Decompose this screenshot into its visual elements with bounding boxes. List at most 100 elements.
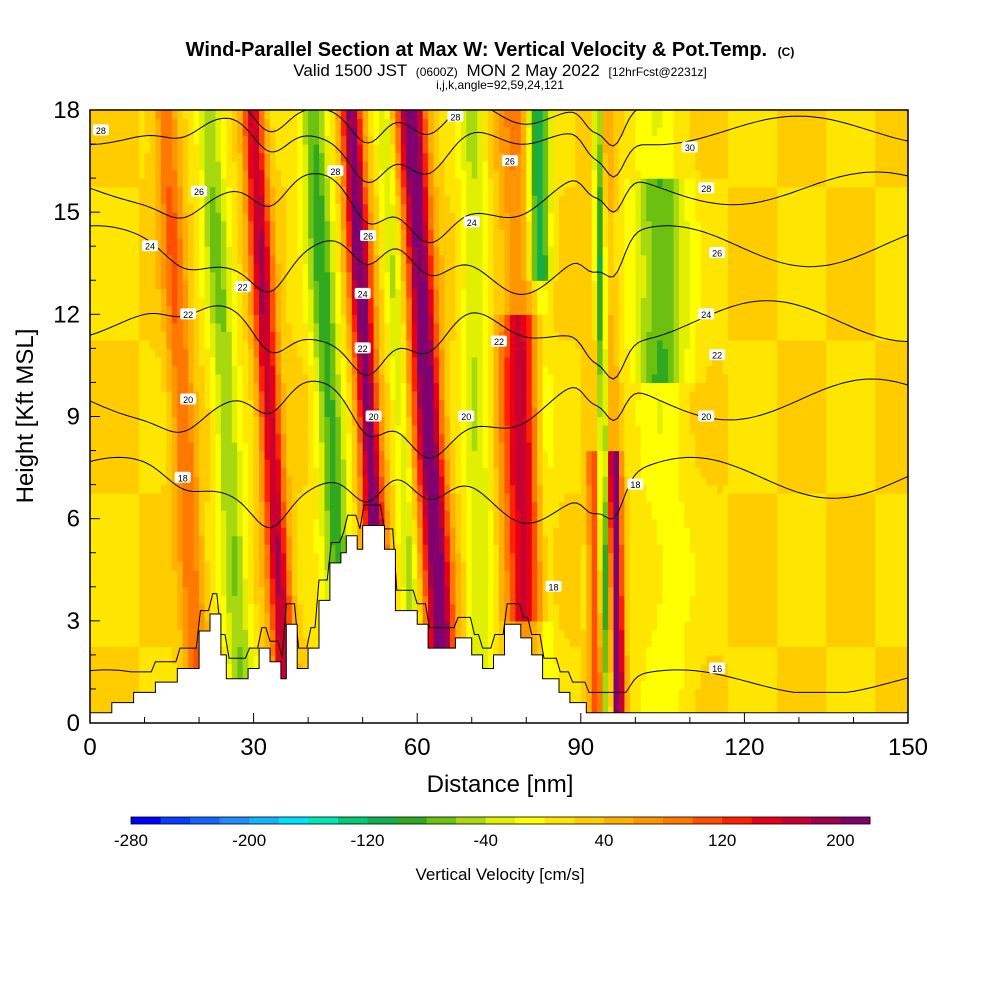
velocity-cell (411, 484, 418, 494)
velocity-cell (684, 450, 691, 460)
velocity-cell (346, 442, 353, 452)
velocity-cell (466, 518, 473, 528)
velocity-cell (815, 467, 822, 477)
velocity-cell (651, 680, 658, 690)
velocity-cell (264, 493, 271, 503)
velocity-cell (837, 527, 844, 537)
velocity-cell (422, 535, 429, 545)
velocity-cell (231, 527, 238, 537)
velocity-cell (308, 510, 315, 520)
velocity-cell (673, 688, 680, 699)
velocity-cell (695, 671, 702, 682)
velocity-cell (329, 493, 336, 503)
velocity-cell (302, 595, 309, 605)
velocity-cell (864, 450, 871, 460)
velocity-cell (248, 459, 255, 469)
velocity-cell (139, 450, 146, 460)
velocity-cell (460, 629, 467, 639)
velocity-cell (760, 654, 767, 664)
velocity-cell (848, 510, 855, 520)
velocity-cell (618, 476, 626, 486)
velocity-cell (302, 527, 309, 537)
velocity-cell (586, 535, 593, 545)
velocity-cell (286, 552, 293, 562)
velocity-cell (155, 544, 162, 554)
velocity-cell (220, 595, 227, 605)
velocity-cell (902, 654, 908, 664)
velocity-cell (853, 646, 860, 656)
velocity-cell (406, 501, 413, 511)
velocity-cell (466, 484, 473, 494)
velocity-cell (624, 493, 631, 503)
velocity-cell (815, 680, 822, 690)
velocity-cell (804, 586, 811, 596)
velocity-cell (111, 552, 118, 562)
velocity-cell (684, 501, 691, 511)
velocity-cell (449, 501, 456, 511)
velocity-cell (820, 578, 827, 588)
velocity-cell (259, 535, 266, 545)
velocity-cell (242, 671, 249, 682)
velocity-cell (837, 680, 844, 690)
velocity-cell (520, 450, 527, 460)
velocity-cell (777, 552, 784, 562)
velocity-cell (160, 663, 167, 673)
velocity-cell (869, 620, 876, 630)
velocity-cell (755, 637, 762, 647)
velocity-cell (608, 586, 615, 596)
velocity-cell (242, 459, 249, 469)
velocity-cell (564, 510, 571, 520)
velocity-cell (809, 705, 816, 716)
velocity-cell (520, 552, 527, 562)
velocity-cell (477, 620, 484, 630)
velocity-cell (477, 510, 484, 520)
velocity-cell (891, 680, 898, 690)
velocity-cell (558, 595, 566, 605)
velocity-cell (248, 544, 255, 554)
velocity-cell (640, 561, 647, 571)
velocity-cell (668, 561, 675, 571)
velocity-cell (678, 569, 686, 579)
velocity-cell (515, 518, 522, 528)
velocity-cell (188, 569, 195, 579)
velocity-cell (858, 561, 865, 571)
velocity-cell (433, 586, 440, 596)
velocity-cell (733, 620, 740, 630)
velocity-cell (379, 467, 386, 477)
velocity-cell (897, 578, 904, 588)
velocity-cell (891, 501, 898, 511)
velocity-cell (744, 586, 751, 596)
velocity-cell (329, 510, 336, 520)
velocity-cell (460, 544, 467, 554)
velocity-cell (831, 561, 838, 571)
velocity-cell (760, 663, 767, 673)
velocity-cell (733, 442, 740, 452)
velocity-cell (842, 620, 849, 630)
velocity-cell (329, 518, 336, 528)
velocity-cell (668, 646, 675, 656)
velocity-cell (209, 561, 217, 571)
velocity-cell (269, 603, 277, 613)
velocity-cell (695, 680, 702, 690)
velocity-cell (809, 629, 816, 639)
velocity-cell (133, 450, 140, 460)
velocity-cell (340, 459, 347, 469)
velocity-cell (902, 459, 908, 469)
velocity-cell (782, 518, 789, 528)
velocity-cell (313, 544, 320, 554)
velocity-cell (651, 442, 658, 452)
velocity-cell (602, 467, 609, 477)
velocity-cell (166, 663, 173, 673)
velocity-cell (575, 544, 582, 554)
velocity-cell (155, 569, 162, 579)
velocity-cell (820, 680, 827, 690)
velocity-cell (749, 501, 756, 511)
velocity-cell (526, 467, 533, 477)
velocity-cell (651, 705, 658, 716)
velocity-cell (804, 442, 811, 452)
velocity-cell (231, 586, 238, 596)
velocity-cell (640, 484, 647, 494)
velocity-cell (493, 629, 500, 639)
velocity-cell (771, 459, 778, 469)
velocity-cell (591, 612, 598, 622)
